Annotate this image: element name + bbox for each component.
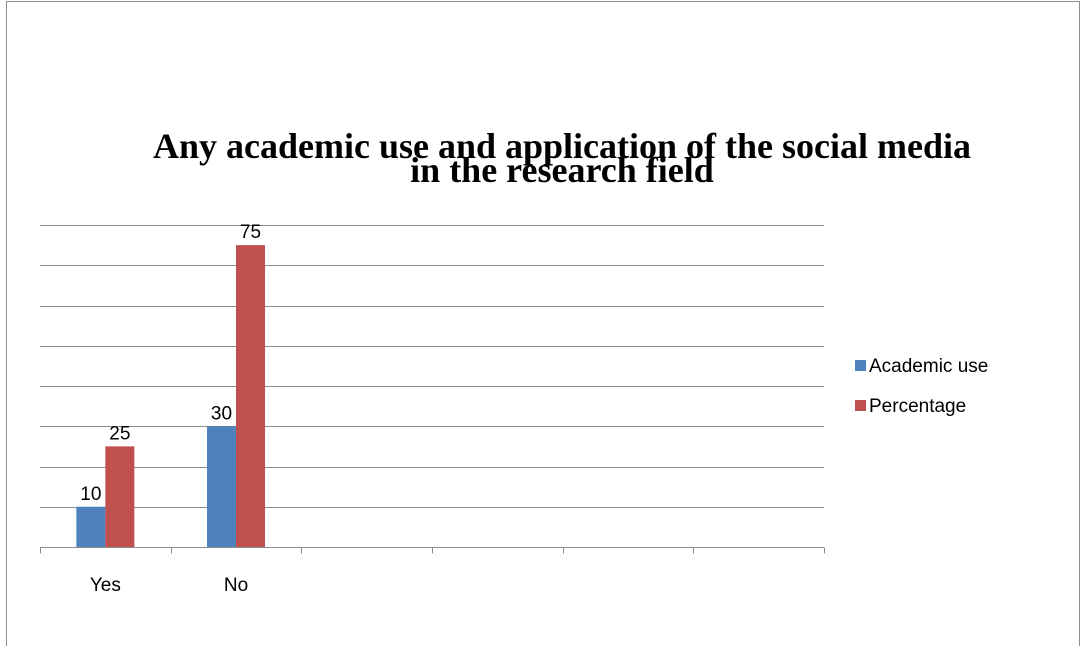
legend: Academic use Percentage [855, 356, 988, 417]
bar-academic-use [76, 506, 106, 547]
data-label: 10 [80, 484, 101, 505]
chart-title-line-1: Any academic use and application of the … [153, 126, 971, 166]
data-label: 30 [211, 403, 232, 424]
chart-title-line-2: in the research field [410, 150, 714, 190]
x-tick-label: Yes [90, 575, 121, 596]
bars [76, 245, 265, 547]
legend-swatch [855, 400, 866, 411]
gridlines [40, 225, 824, 508]
legend-label: Academic use [869, 356, 988, 377]
x-axis: Yes No [40, 547, 825, 596]
legend-label: Percentage [869, 396, 966, 417]
bar-academic-use [207, 426, 236, 547]
chart-border [6, 1, 1080, 646]
x-tick-label: No [224, 575, 248, 596]
bar-percentage [105, 446, 135, 547]
data-label: 75 [240, 222, 261, 243]
data-labels: 10 30 25 75 [80, 222, 261, 505]
data-label: 25 [109, 423, 130, 444]
legend-swatch [855, 360, 866, 371]
bar-percentage [236, 245, 265, 547]
